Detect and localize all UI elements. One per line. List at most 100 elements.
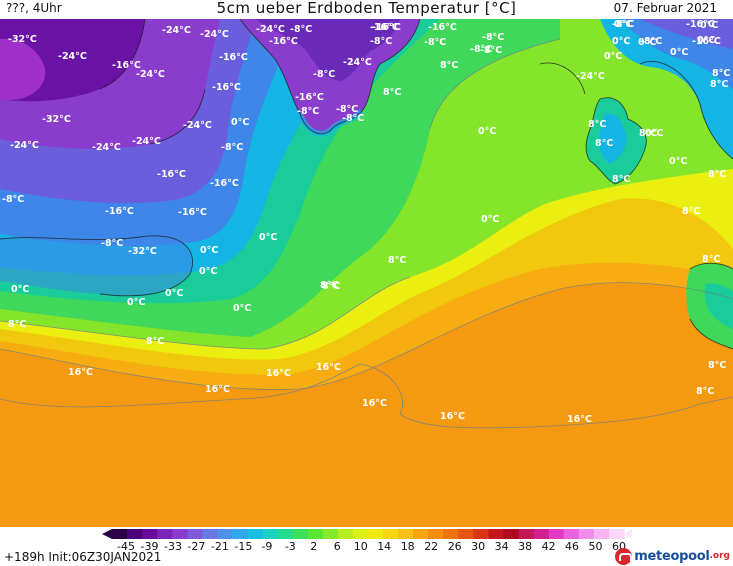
temp-label: -16°C: [105, 206, 134, 217]
temp-label: 8°C: [388, 255, 406, 266]
temp-label: -16°C: [219, 52, 248, 63]
legend-swatch: [578, 529, 595, 539]
legend-tick-label: 10: [354, 540, 368, 553]
temp-label: -8°C: [101, 238, 123, 249]
british-isles-inner: [599, 113, 627, 164]
forecast-date: 07. Februar 2021: [613, 1, 717, 15]
legend-swatch: [518, 529, 535, 539]
greenland-inner: [255, 19, 400, 81]
temp-label: -16°C: [212, 82, 241, 93]
brand-logo[interactable]: meteopool .org: [615, 546, 730, 566]
temp-label: -8°C: [470, 44, 492, 55]
legend-tick-label: -39: [141, 540, 159, 553]
legend-tick-label: -15: [234, 540, 252, 553]
temp-label: 8°C: [383, 87, 401, 98]
legend-tick-label: 18: [401, 540, 415, 553]
legend-swatch: [443, 529, 459, 539]
legend-tick-label: 42: [542, 540, 556, 553]
temp-label: -16°C: [370, 22, 399, 33]
legend-tick-label: 38: [518, 540, 532, 553]
legend-swatch: [533, 529, 550, 539]
legend-swatch: [307, 529, 324, 539]
legend-tick-label: -45: [117, 540, 135, 553]
temp-label: -24°C: [162, 25, 191, 36]
temperature-labels: -32°C -24°C -24°C -16°C -24°C -24°C -24°…: [2, 19, 730, 425]
temp-label: 8°C: [696, 386, 714, 397]
temp-label: -16°C: [428, 22, 457, 33]
temp-label: -32°C: [8, 34, 37, 45]
legend-swatch: [352, 529, 369, 539]
temp-label: -16°C: [269, 36, 298, 47]
temp-label: 8°C: [440, 60, 458, 71]
temp-label: 8°C: [708, 360, 726, 371]
temp-label: -24°C: [132, 136, 161, 147]
temp-label: -16°C: [372, 22, 401, 33]
temp-label: -16°C: [686, 19, 715, 30]
temp-label: -8°C: [313, 69, 335, 80]
model-run-info: +189h Init:06Z30JAN2021: [4, 550, 162, 564]
temp-label: -16°C: [112, 60, 141, 71]
legend-swatch: [142, 529, 158, 539]
legend-left-arrow: [102, 529, 112, 539]
legend-swatch: [458, 529, 475, 539]
legend-tick-label: -27: [187, 540, 205, 553]
temp-label: 0°C: [669, 156, 687, 167]
brand-name: meteopool: [634, 548, 710, 564]
legend-tick-label: 26: [448, 540, 462, 553]
temp-label: 0°C: [645, 128, 663, 139]
temp-label: -8°C: [424, 37, 446, 48]
temp-label: -24°C: [343, 57, 372, 68]
temp-label: 0°C: [165, 288, 183, 299]
temp-label: 0°C: [638, 37, 656, 48]
legend-swatch: [337, 529, 354, 539]
temp-label: -8°C: [221, 142, 243, 153]
temp-label: -24°C: [576, 71, 605, 82]
temp-label: 8°C: [146, 336, 164, 347]
legend-swatch: [473, 529, 490, 539]
legend-swatch: [608, 529, 625, 539]
legend-tick-label: 6: [334, 540, 341, 553]
legend-swatch: [322, 529, 339, 539]
legend-tick-label: -21: [211, 540, 229, 553]
legend-swatch: [398, 529, 414, 539]
temp-label: -32°C: [128, 246, 157, 257]
temp-label: 8°C: [612, 174, 630, 185]
temp-label: 8°C: [322, 281, 340, 292]
temp-label: -8°C: [297, 106, 319, 117]
temp-label: -8°C: [370, 36, 392, 47]
temp-label: -8°C: [482, 32, 504, 43]
forecast-time: ???, 4Uhr: [6, 1, 62, 15]
temp-label: 16°C: [362, 398, 387, 409]
temp-label: -8°C: [342, 113, 364, 124]
legend-tick-label: -33: [164, 540, 182, 553]
meteopool-logo-icon: [615, 547, 633, 565]
temp-label: -24°C: [256, 24, 285, 35]
temp-label: -24°C: [136, 69, 165, 80]
band-magenta: [0, 38, 46, 100]
temp-label: 0°C: [233, 303, 251, 314]
temp-label: 8°C: [595, 138, 613, 149]
legend-swatch: [383, 529, 399, 539]
legend-swatch: [172, 529, 188, 539]
temp-label: 0°C: [231, 117, 249, 128]
legend-swatch: [593, 529, 610, 539]
coastlines: [0, 19, 733, 350]
temp-label: -16°C: [157, 169, 186, 180]
temp-label: 0°C: [614, 19, 632, 30]
temp-label: 0°C: [697, 35, 715, 46]
temp-label: 8°C: [639, 128, 657, 139]
legend-swatch: [548, 529, 565, 539]
legend-tick-label: 46: [565, 540, 579, 553]
legend-swatch: [262, 529, 279, 539]
temp-label: -16°C: [178, 207, 207, 218]
legend-tick-label: -9: [261, 540, 272, 553]
temp-label: 8°C: [710, 79, 728, 90]
temp-label: 0°C: [481, 214, 499, 225]
temp-label: 0°C: [670, 47, 688, 58]
legend-tick-label: 30: [471, 540, 485, 553]
temp-label: -8°C: [290, 24, 312, 35]
temp-label: 0°C: [604, 51, 622, 62]
temp-label: -24°C: [200, 29, 229, 40]
temp-label: -24°C: [92, 142, 121, 153]
temp-label: 8°C: [682, 206, 700, 217]
